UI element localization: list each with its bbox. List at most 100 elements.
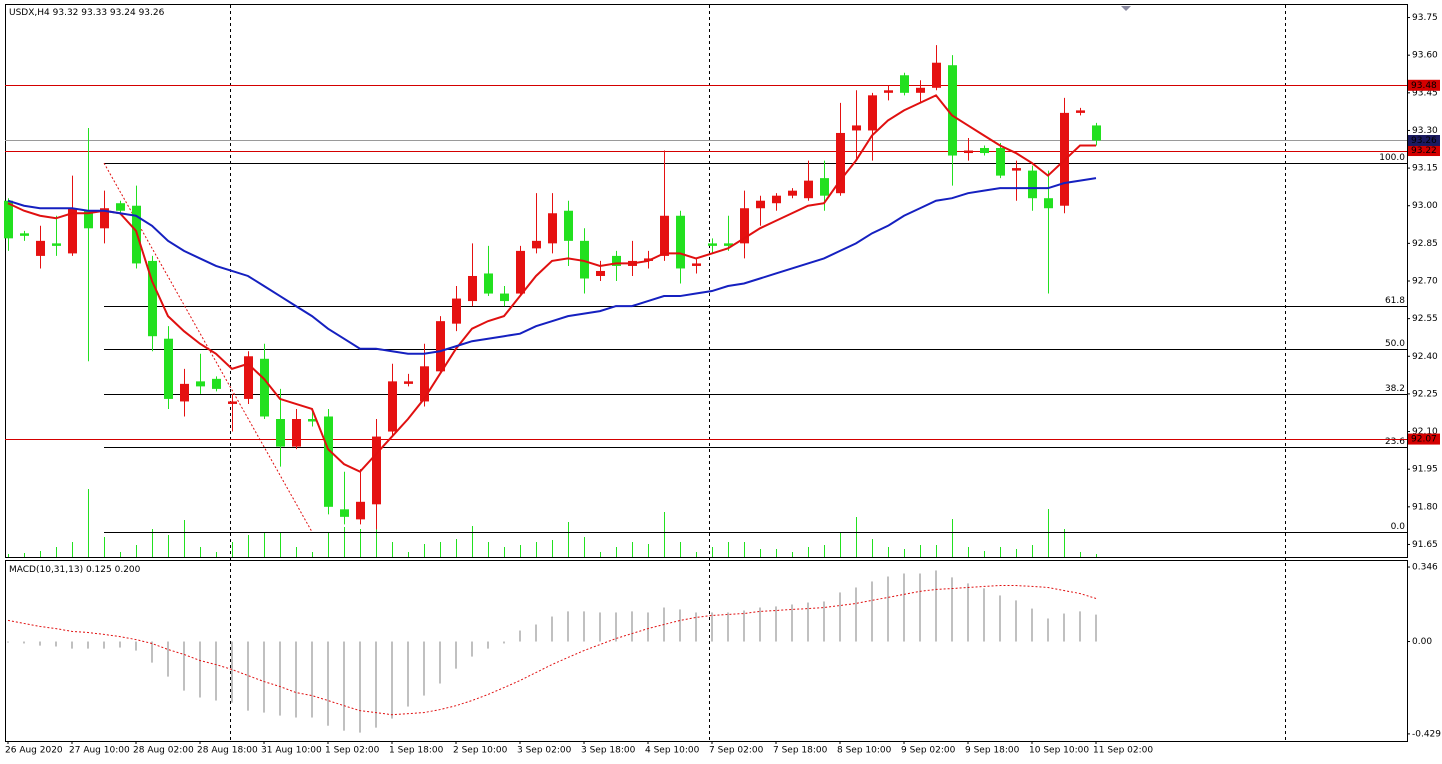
macd-bar [55, 641, 57, 647]
candle-body [52, 243, 61, 246]
candle-body [484, 273, 493, 294]
macd-bar [7, 641, 9, 643]
candle-body [532, 240, 541, 249]
macd-bar [903, 573, 905, 642]
macd-bar [999, 595, 1001, 642]
y-tick-label: 91.80 [1412, 502, 1438, 512]
price-level-label: 93.22 [1411, 146, 1437, 156]
macd-bar [471, 641, 473, 657]
header-low: 93.24 [110, 8, 136, 18]
candle-body [468, 275, 477, 302]
x-tick-label: 28 Aug 18:00 [197, 746, 258, 756]
candle-body [84, 210, 93, 229]
y2-tick-label: 0.00 [1412, 637, 1432, 647]
candle-body [452, 298, 461, 324]
x-tick-label: 8 Sep 10:00 [837, 746, 892, 756]
macd-bar [295, 641, 297, 718]
y-tick-label: 92.10 [1412, 427, 1438, 437]
candle-body [1092, 125, 1101, 141]
macd-bar [247, 641, 249, 711]
macd-header: MACD(10,31,13) 0.125 0.200 [9, 565, 141, 575]
y-tick-label: 93.60 [1412, 51, 1438, 61]
symbol: USDX,H4 [9, 8, 50, 18]
x-tick-label: 26 Aug 2020 [5, 746, 63, 756]
candle-body [4, 200, 13, 239]
x-tick-label: 28 Aug 02:00 [133, 746, 194, 756]
macd-bar [231, 641, 233, 703]
candle-body [372, 436, 381, 505]
chart-header: USDX,H4 93.32 93.33 93.24 93.26 [9, 8, 165, 18]
macd-bar [151, 641, 153, 663]
macd-bar [1079, 611, 1081, 642]
candle-body [692, 263, 701, 266]
macd-bar [647, 612, 649, 642]
macd-bar [375, 641, 377, 728]
price-level-box [1408, 79, 1440, 91]
candle-body [548, 213, 557, 244]
x-tick-label: 2 Sep 10:00 [453, 746, 508, 756]
candle-body [580, 240, 589, 279]
macd-bar [135, 641, 137, 651]
macd-bar [519, 630, 521, 642]
candle-body [420, 366, 429, 402]
candle-body [516, 250, 525, 294]
moving-average [7, 94, 1096, 473]
y-tick-label: 93.45 [1412, 88, 1438, 98]
macd-bar [935, 570, 937, 642]
y-tick-label: 92.70 [1412, 277, 1438, 287]
macd-bar [87, 641, 89, 649]
macd-bar [535, 624, 537, 642]
y-tick-label: 92.40 [1412, 352, 1438, 362]
macd-bar [711, 612, 713, 642]
candle-body [596, 270, 605, 276]
macd-bar [455, 641, 457, 669]
candle-body [884, 90, 893, 93]
candle-body [356, 501, 365, 520]
macd-bar [1095, 614, 1097, 642]
x-tick-label: 27 Aug 10:00 [69, 746, 130, 756]
candle-body [212, 378, 221, 389]
y-tick-label: 93.00 [1412, 201, 1438, 211]
macd-bar [359, 641, 361, 733]
macd-bar [807, 602, 809, 642]
x-tick-label: 4 Sep 10:00 [645, 746, 700, 756]
candle-body [308, 419, 317, 422]
y-tick-label: 93.30 [1412, 126, 1438, 136]
macd-bar [887, 576, 889, 642]
macd-bar [951, 577, 953, 642]
price-level-label: 93.48 [1411, 81, 1437, 91]
header-close: 93.26 [139, 8, 165, 18]
candle-body [836, 132, 845, 194]
candle-body [724, 243, 733, 246]
candle-body [1076, 110, 1085, 113]
candle-body [756, 200, 765, 209]
macd-bar [503, 641, 505, 644]
macd-bar [391, 641, 393, 719]
y-tick-label: 92.85 [1412, 239, 1438, 249]
candle-body [164, 338, 173, 399]
candle-body [804, 180, 813, 199]
price-level-box [1408, 145, 1440, 157]
candle-body [708, 243, 717, 246]
macd-bar [407, 641, 409, 707]
macd-bar [967, 583, 969, 642]
price-level-label: 92.07 [1411, 435, 1437, 445]
macd-bar [679, 609, 681, 642]
macd-bar [1047, 618, 1049, 642]
fib-label: 50.0 [1385, 339, 1405, 349]
macd-bar [423, 641, 425, 696]
macd-bar [439, 641, 441, 684]
candle-body [660, 215, 669, 256]
x-tick-label: 9 Sep 18:00 [965, 746, 1020, 756]
macd-bar [1015, 600, 1017, 642]
y-tick-label: 91.65 [1412, 540, 1438, 550]
macd-bar [743, 610, 745, 642]
price-level-box [1408, 433, 1440, 445]
x-tick-label: 10 Sep 10:00 [1029, 746, 1089, 756]
candle-body [1044, 198, 1053, 209]
candle-body [20, 233, 29, 236]
macd-signal [7, 585, 1097, 716]
candle-body [932, 62, 941, 88]
macd-current: 0.125 [86, 565, 112, 575]
